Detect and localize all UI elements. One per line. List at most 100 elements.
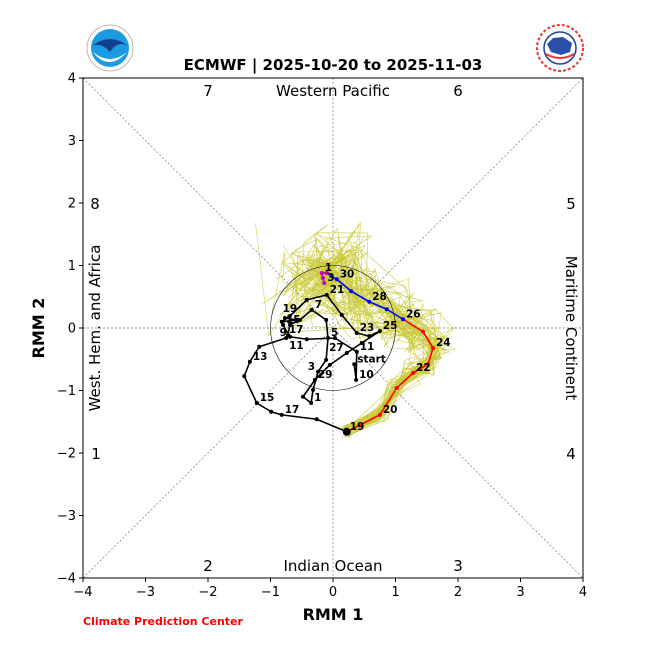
observed-point	[324, 292, 329, 297]
observed-point-label: 21	[330, 284, 345, 296]
forecast_oct_late-point	[349, 289, 354, 294]
phase-1-label: 1	[91, 445, 101, 463]
observed-point	[242, 374, 247, 379]
observed-point	[326, 336, 330, 340]
forecast_oct_early-line	[346, 318, 434, 433]
observed-point	[304, 337, 309, 342]
observed-point	[332, 336, 337, 340]
observed-point	[359, 341, 364, 345]
y-axis-label: RMM 2	[29, 298, 48, 359]
observed-point	[354, 331, 359, 335]
forecast_oct_late-point-label: 28	[372, 291, 387, 303]
observed-point-label: 7	[315, 299, 322, 311]
y-tick-label: 3	[68, 134, 76, 149]
observed-point-label: 5	[331, 327, 338, 339]
observed-point	[247, 359, 252, 364]
x-tick-label: 4	[579, 585, 587, 600]
observed-point	[304, 297, 309, 302]
x-tick-label: 0	[329, 585, 337, 600]
observed-point	[286, 332, 290, 337]
observed-point-label: 17	[285, 404, 300, 416]
observed-point	[314, 417, 319, 422]
observed-point-label: 15	[286, 314, 301, 326]
observed-point	[287, 322, 292, 327]
forecast_nov-point	[321, 276, 325, 280]
y-tick-label: −3	[57, 509, 76, 524]
observed-point-label: 29	[318, 369, 333, 381]
ensemble-member-line	[316, 258, 437, 438]
observed-point	[279, 319, 284, 324]
ensemble-member-line	[300, 239, 443, 437]
phase-2-label: 2	[203, 557, 213, 575]
observed-point-label: 27	[329, 342, 344, 354]
ensemble-member-line	[307, 260, 442, 434]
observed-point	[327, 362, 332, 367]
y-tick-label: 1	[68, 259, 76, 274]
observed-point	[309, 307, 314, 312]
y-tick-label: −1	[57, 384, 76, 399]
noaa-logo	[86, 24, 134, 72]
forecast_oct_early-point-label: 26	[406, 308, 421, 320]
observed-point	[282, 316, 287, 320]
phase-5-label: 5	[566, 195, 576, 213]
region-indian-ocean: Indian Ocean	[283, 557, 382, 575]
forecast_oct_early-point-label: 22	[416, 362, 431, 374]
observed-point	[297, 317, 302, 322]
ensemble-member-line	[278, 246, 446, 432]
forecast_nov-point-label: 3	[327, 272, 334, 284]
forecast_oct_early-point-label: 20	[383, 404, 398, 416]
observed-point-label: 17	[289, 324, 304, 336]
observed-point	[301, 394, 305, 399]
observed-point	[339, 312, 344, 317]
observed-point	[324, 357, 329, 362]
ensemble-member-line	[278, 233, 434, 436]
observed-point	[377, 329, 382, 334]
forecast_nov-line	[320, 272, 327, 284]
observed-point	[257, 344, 262, 349]
forecast_nov-point	[322, 281, 327, 285]
phase-3-label: 3	[453, 557, 463, 575]
observed-point	[367, 334, 372, 339]
y-tick-label: 4	[68, 72, 76, 87]
observed-point-label: 11	[289, 340, 304, 352]
ensemble-member-line	[282, 223, 438, 427]
region-western-pacific: Western Pacific	[276, 82, 390, 100]
observed-end-marker	[342, 427, 351, 436]
observed-point-label: 10	[359, 369, 374, 381]
x-tick-label: −2	[198, 585, 217, 600]
y-tick-label: −4	[57, 572, 76, 587]
forecast_nov-point	[319, 271, 324, 275]
x-tick-label: 3	[516, 585, 524, 600]
observed-point	[269, 409, 274, 414]
x-tick-label: −3	[136, 585, 155, 600]
region-maritime-continent: Maritime Continent	[562, 256, 580, 401]
forecast_oct_early-point	[421, 329, 425, 334]
region-west-hem-africa: West. Hem. and Africa	[86, 245, 104, 412]
observed-point-label: 3	[308, 361, 315, 373]
observed-point	[324, 317, 329, 322]
observed-point	[254, 401, 259, 405]
x-tick-label: −1	[261, 585, 280, 600]
observed-point-label: 25	[383, 320, 398, 332]
phase-7-label: 7	[203, 82, 213, 100]
y-tick-label: 0	[68, 322, 76, 337]
forecast_oct_late-point-label: 30	[340, 268, 355, 280]
forecast_oct_late-point	[401, 317, 405, 322]
observed-point-label: 9	[280, 327, 287, 339]
forecast_oct_early-point	[377, 412, 382, 417]
observed-point	[354, 377, 359, 382]
forecast_nov-point	[324, 271, 329, 275]
observed-point-label: 13	[253, 351, 268, 363]
observed-point-label: 1	[314, 392, 321, 404]
nws-logo	[536, 24, 584, 72]
observed-point	[354, 349, 359, 354]
forecast_oct_early-point	[426, 362, 430, 367]
observed-point-label: 19	[350, 421, 365, 433]
x-tick-label: 1	[391, 585, 399, 600]
observed-point	[294, 317, 299, 322]
forecast_nov-point-label: 1	[325, 262, 332, 274]
observed-point-label: start	[357, 353, 386, 365]
forecast_oct_late-point	[334, 277, 339, 282]
observed-point	[316, 369, 320, 374]
